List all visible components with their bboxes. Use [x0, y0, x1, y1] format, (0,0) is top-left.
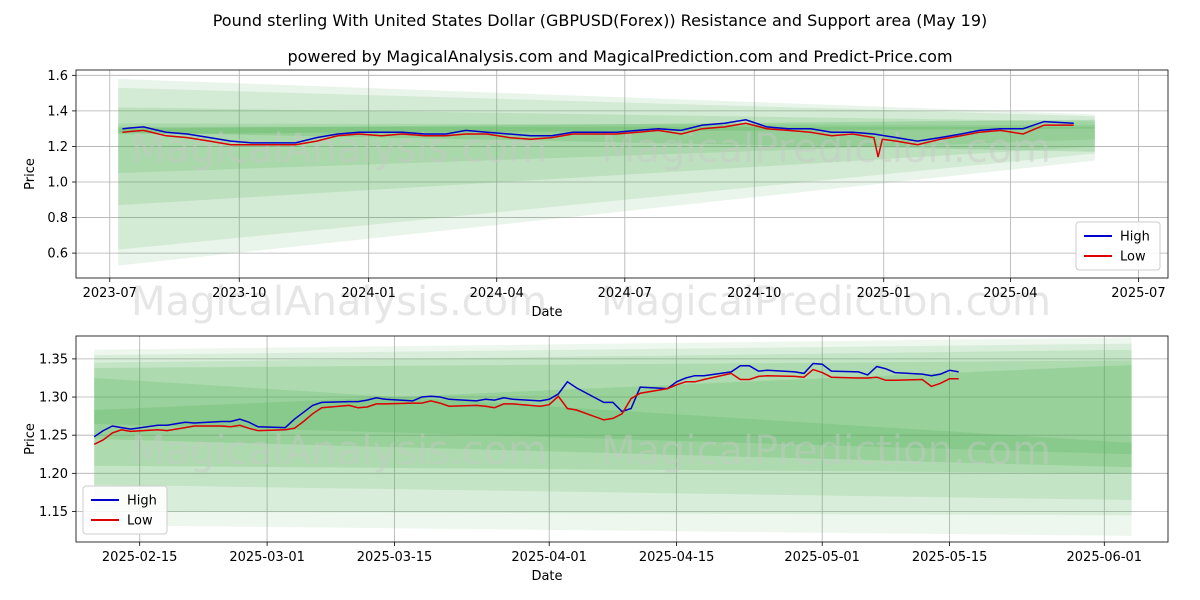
x-tick-label: 2024-10 — [727, 286, 781, 301]
watermark-prediction: MagicalPrediction.com — [601, 279, 1051, 325]
x-tick-label: 2025-04 — [983, 286, 1037, 301]
y-tick-label: 1.2 — [47, 140, 68, 155]
band-6 — [118, 119, 1095, 134]
chart-title: Pound sterling With United States Dollar… — [213, 11, 988, 30]
x-tick-label: 2025-03-15 — [357, 550, 433, 565]
series-group — [122, 119, 1074, 158]
legend: High Low — [82, 485, 168, 535]
x-tick-label: 2025-04-15 — [639, 550, 715, 565]
y-tick-label: 1.20 — [39, 467, 68, 482]
x-tick-label: 2023-07 — [83, 286, 137, 301]
y-tick-label: 1.25 — [39, 429, 68, 444]
band-5 — [94, 364, 1132, 468]
x-tick-label: 2025-03-01 — [229, 550, 305, 565]
x-tick-label: 2025-02-15 — [102, 550, 178, 565]
series-line-high — [93, 362, 959, 438]
plot-frame — [75, 69, 1169, 279]
chart-panel-1: MagicalAnalysis.com MagicalPrediction.com… — [23, 69, 1169, 325]
x-tick-label: 2024-07 — [598, 286, 652, 301]
band-2 — [94, 343, 1132, 516]
x-axis-label: Date — [531, 569, 562, 584]
watermark-prediction: MagicalPrediction.com — [601, 126, 1051, 172]
series-line-low — [122, 122, 1074, 158]
y-tick-label: 1.30 — [39, 391, 68, 406]
x-tick-label: 2025-06-01 — [1067, 550, 1143, 565]
x-tick-label: 2025-01 — [857, 286, 911, 301]
x-tick-label: 2024-04 — [470, 286, 524, 301]
support-resistance-bands — [118, 78, 1095, 266]
chart-panel-2: MagicalAnalysis.com MagicalPrediction.com… — [23, 335, 1169, 584]
y-tick-label: 1.15 — [39, 505, 68, 520]
plot-frame — [75, 335, 1169, 543]
series-line-high — [122, 119, 1074, 144]
watermark-analysis: MagicalAnalysis.com — [131, 428, 547, 474]
band-1 — [94, 337, 1132, 536]
band-6 — [94, 377, 1132, 455]
band-1 — [118, 78, 1095, 266]
x-tick-label: 2024-01 — [342, 286, 396, 301]
watermark-analysis: MagicalAnalysis.com — [131, 126, 547, 172]
band-2 — [118, 87, 1095, 250]
x-tick-label: 2023-10 — [212, 286, 266, 301]
legend-box — [1075, 221, 1161, 271]
y-tick-label: 1.6 — [47, 69, 68, 84]
y-axis-label: Price — [23, 158, 38, 190]
series-group — [93, 362, 959, 445]
legend-label-low: Low — [1120, 250, 1146, 265]
x-axis-label: Date — [531, 305, 562, 320]
legend-box — [82, 485, 168, 535]
legend: High Low — [1075, 221, 1161, 271]
y-tick-label: 0.6 — [47, 247, 68, 262]
x-tick-label: 2025-07 — [1111, 286, 1165, 301]
series-line-low — [93, 368, 959, 445]
x-tick-label: 2025-05-15 — [912, 550, 988, 565]
legend-label-low: Low — [127, 514, 153, 529]
y-tick-label: 1.35 — [39, 352, 68, 367]
watermark-analysis: MagicalAnalysis.com — [131, 279, 547, 325]
y-axis-label: Price — [23, 423, 38, 455]
legend-label-high: High — [1120, 230, 1150, 245]
support-resistance-bands — [94, 337, 1132, 536]
band-5 — [118, 126, 1095, 152]
x-tick-label: 2025-05-01 — [784, 550, 860, 565]
y-tick-label: 0.8 — [47, 211, 68, 226]
x-tick-label: 2025-04-01 — [511, 550, 587, 565]
legend-label-high: High — [127, 494, 157, 509]
band-4 — [118, 123, 1095, 174]
y-tick-label: 1.0 — [47, 176, 68, 191]
band-3 — [94, 349, 1132, 501]
band-4 — [94, 360, 1132, 474]
y-tick-label: 1.4 — [47, 104, 68, 119]
chart-subtitle: powered by MagicalAnalysis.com and Magic… — [287, 47, 952, 66]
watermark-prediction: MagicalPrediction.com — [601, 428, 1051, 474]
